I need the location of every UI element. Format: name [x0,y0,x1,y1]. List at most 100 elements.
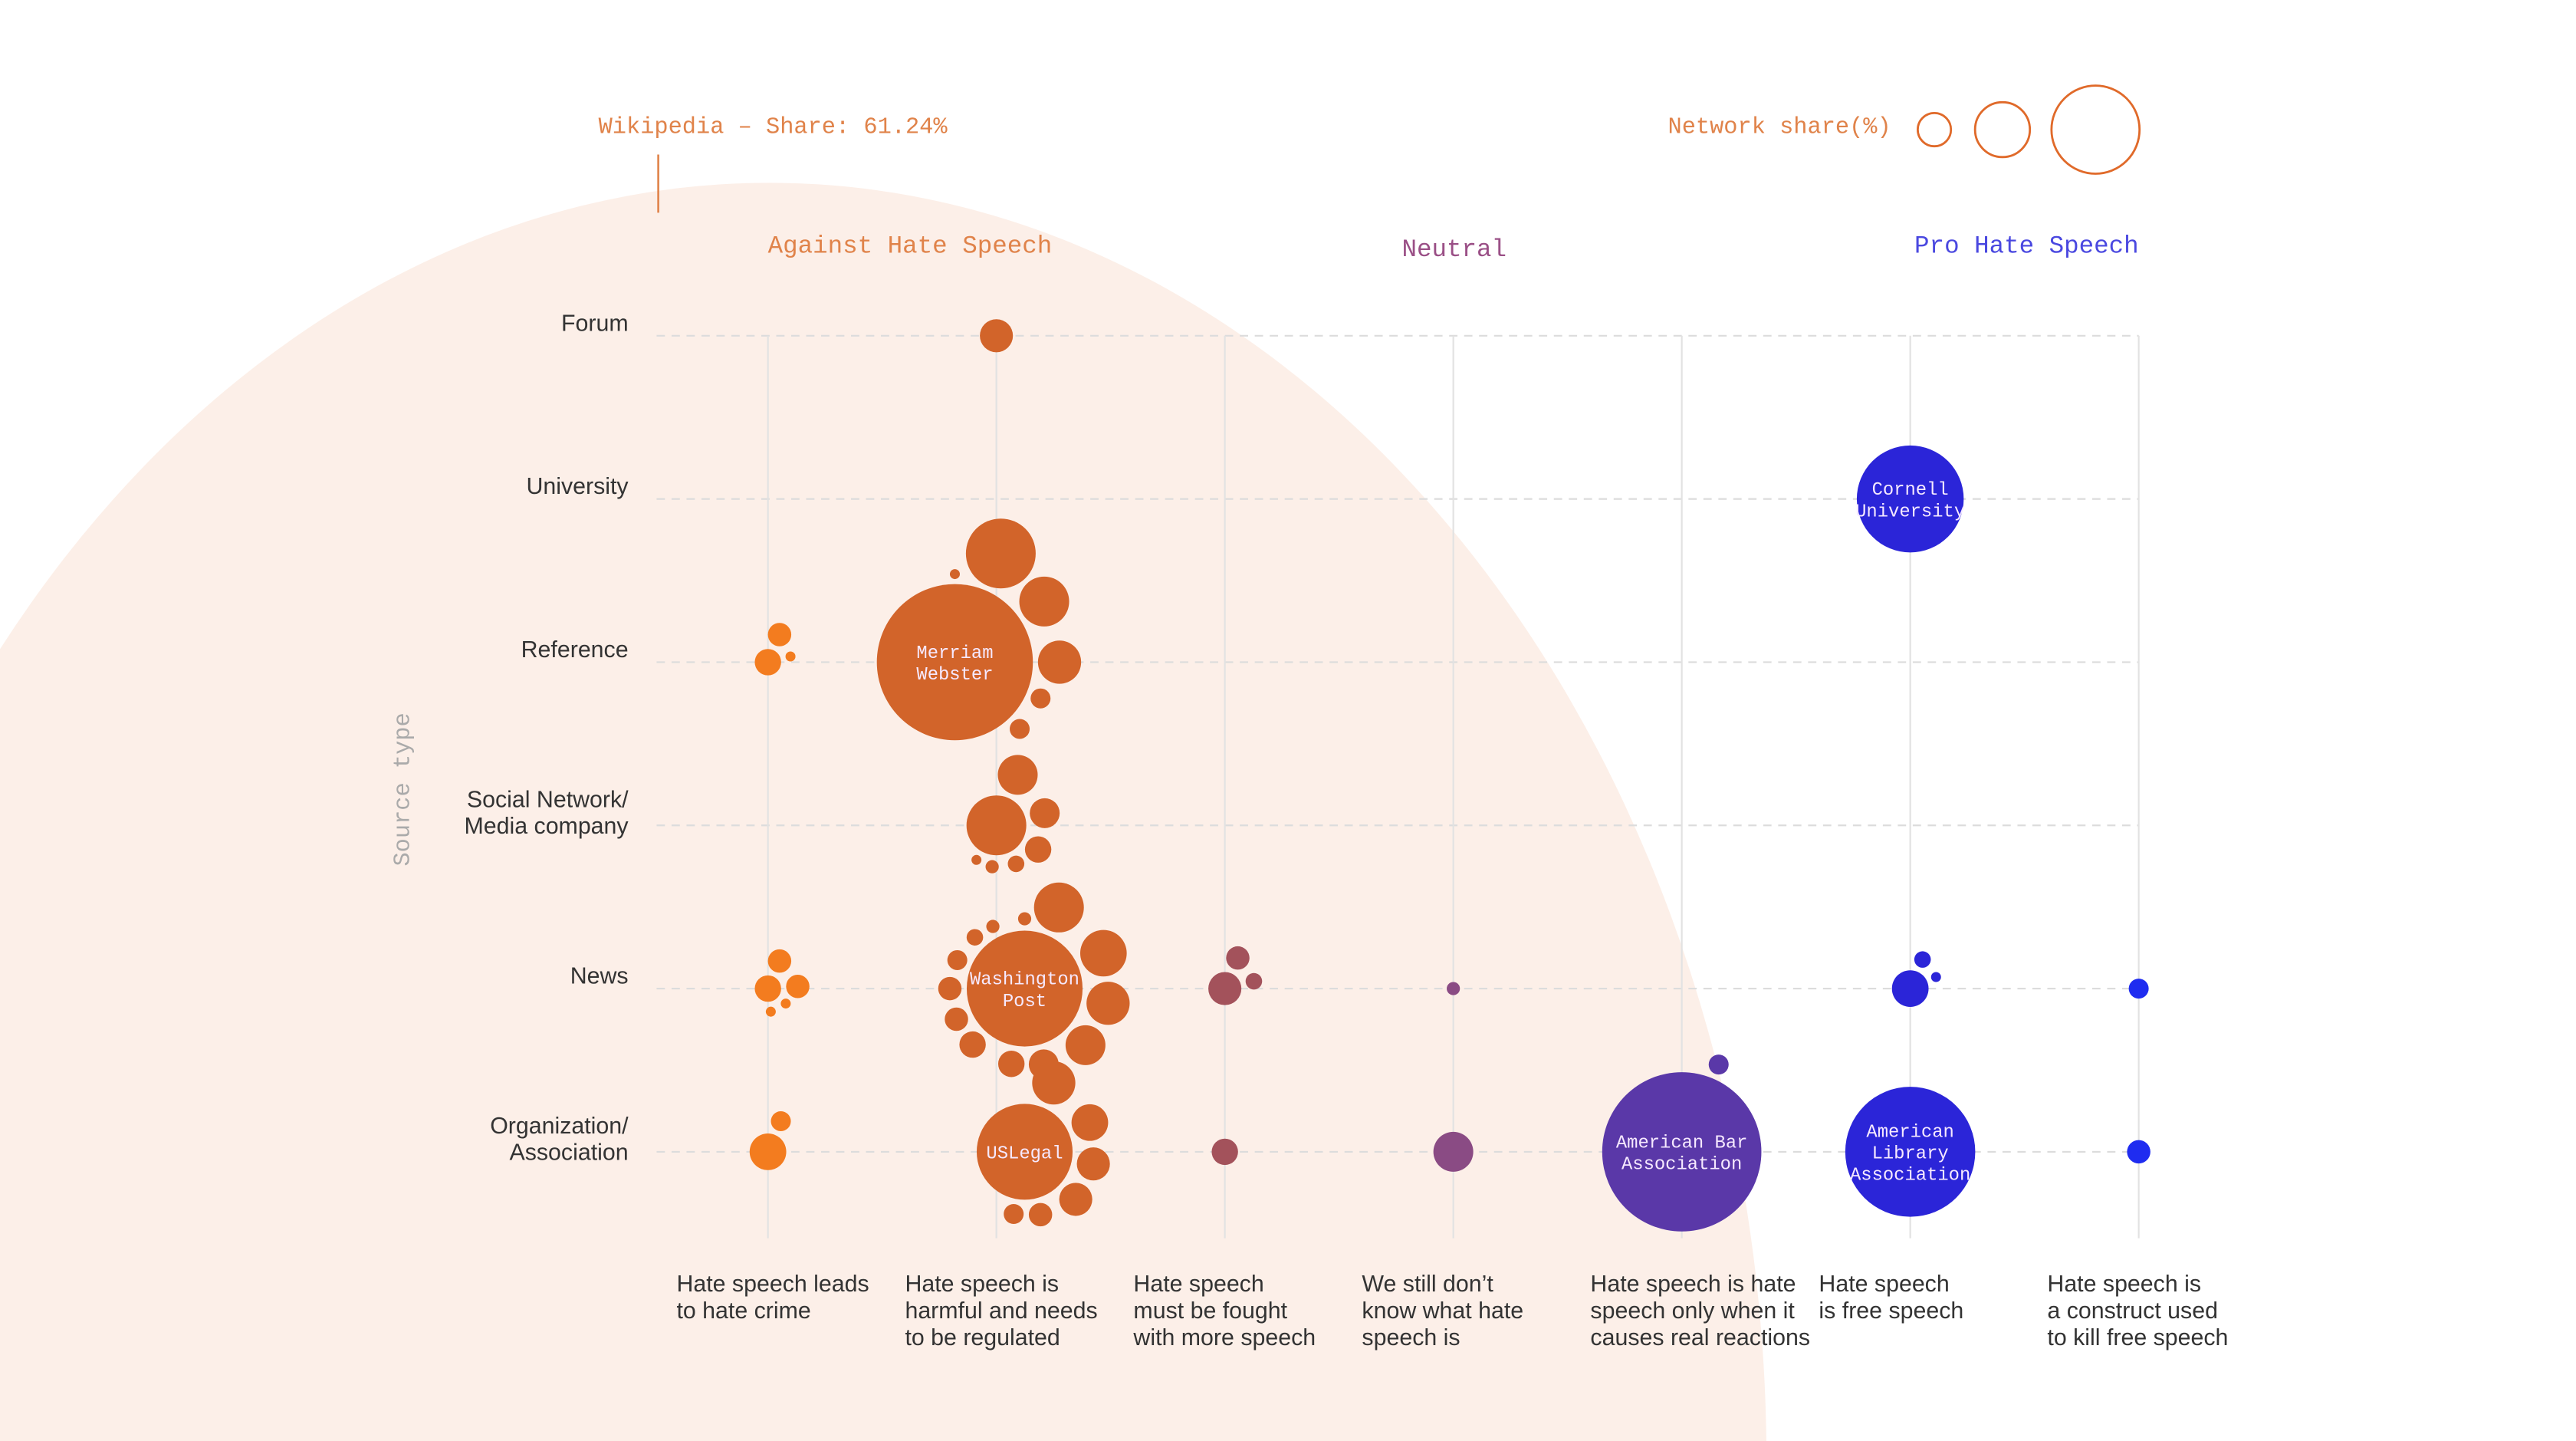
column-label-line: to be regulated [905,1325,1060,1351]
bubble [1602,1072,1762,1232]
column-label-line: Hate speech leads [676,1272,869,1297]
bubble [966,930,1083,1047]
bubble [1065,1025,1106,1065]
column-label: Hate speech leads to hate crime [676,1272,869,1324]
bubble [876,584,1033,741]
bubble [1037,640,1082,684]
bubble-label: American Bar Association [1616,1133,1748,1175]
bubble [1017,912,1032,926]
bubble [785,651,796,662]
bubble-label-line: Merriam [916,643,993,664]
bubble [1032,1061,1076,1105]
bubble-label-line: American Bar [1616,1133,1748,1153]
size-legend-circle [2050,84,2141,175]
row-label-line: Organization/ [490,1114,629,1139]
bubble [1856,445,1964,553]
bubble [1930,972,1941,982]
labels: Forum University Reference Social Network/M… [465,311,2229,1351]
bubble [2127,1140,2150,1164]
bubble [1211,1138,1238,1166]
bubble [1208,972,1242,1005]
row-label: Reference [521,637,629,663]
scale-label: Against Hate Speech [768,232,1053,260]
bubble-label: Washington Post [970,970,1079,1012]
bubble [1226,946,1250,970]
row-label: Social Network/Media company [465,787,629,839]
column-label: Hate speech must be fought with more speec… [1132,1272,1316,1351]
bubble [754,975,781,1002]
bubble [965,518,1036,589]
bubble-label-line: Association [1850,1166,1970,1186]
bubble-label-line: Washington [970,970,1079,991]
row-label-line: Social Network/ [467,787,629,812]
bubble-label-line: American [1866,1122,1953,1143]
column-label-line: to kill free speech [2047,1325,2228,1351]
bubble [1447,982,1460,995]
bubble [1086,982,1130,1025]
column-label: Hate speech is a construct used to kill fr… [2047,1272,2228,1351]
bubble-label: Cornell University [1855,480,1965,522]
annotation: Wikipedia – Share: 61.24% [599,114,948,140]
bubble [997,755,1038,795]
column-label-line: speech is [1362,1325,1460,1351]
column-label: Hate speech is free speech [1819,1272,1963,1324]
row-label-line: Association [510,1140,629,1166]
column-label-line: Hate speech is [2047,1272,2201,1297]
row-label: Organization/Association [490,1114,629,1166]
bubble-label-line: USLegal [986,1144,1063,1165]
size-legend-circle [1916,111,1953,148]
wikipedia-share-area [0,183,1766,1441]
row-label-line: Reference [521,637,629,663]
column-label-line: speech only when it [1590,1298,1795,1324]
bubble [1024,836,1052,863]
bubble [1245,972,1263,990]
bubble [2128,979,2149,999]
bubble [1019,576,1070,627]
bubble [986,920,1000,933]
bubble [1030,798,1060,828]
bubble [980,319,1014,353]
y-axis-label: Source type [391,712,417,866]
bubble [945,1007,968,1031]
bubble [976,1104,1073,1200]
bubble-label-line: Post [1003,992,1046,1012]
bubble-label: American Library Association [1850,1122,1970,1186]
column-label-line: to hate crime [676,1298,810,1324]
bubble [949,569,960,580]
column-label-line: We still don’t [1362,1272,1493,1297]
row-label-line: University [526,474,629,499]
bubble [780,999,791,1009]
bubble [966,929,984,946]
bubble [1845,1087,1976,1217]
bubble-label-line: Library [1872,1144,1949,1165]
bubble [1033,882,1084,933]
size-legend-title: Network share(%) [1668,114,1891,140]
row-label: University [526,474,629,499]
row-label-line: Media company [465,814,629,839]
bubble [938,976,962,1001]
bubble [1059,1183,1092,1216]
bubble [1007,855,1025,873]
bubble [1079,929,1127,977]
bubble [765,1006,776,1017]
column-label-line: Hate speech is [905,1272,1059,1297]
column-label-line: Hate speech [1133,1272,1263,1297]
bubble [997,1051,1025,1077]
bubble [966,795,1027,856]
column-label-line: know what hate [1362,1298,1523,1324]
size-legend-circle [1973,100,2032,159]
column-label-line: causes real reactions [1590,1325,1810,1351]
bubble [770,1110,791,1131]
bubble [1433,1131,1474,1172]
scale-label: Pro Hate Speech [1914,232,2139,260]
bubble [786,974,810,999]
column-label-line: Hate speech [1819,1272,1949,1297]
bubble-label-line: Webster [916,665,993,686]
column-label-line: a construct used [2047,1298,2218,1324]
bubble [971,854,982,865]
bubble-label: Merriam Webster [916,643,993,686]
bubble [767,949,792,973]
bubble-label: USLegal [986,1144,1063,1165]
